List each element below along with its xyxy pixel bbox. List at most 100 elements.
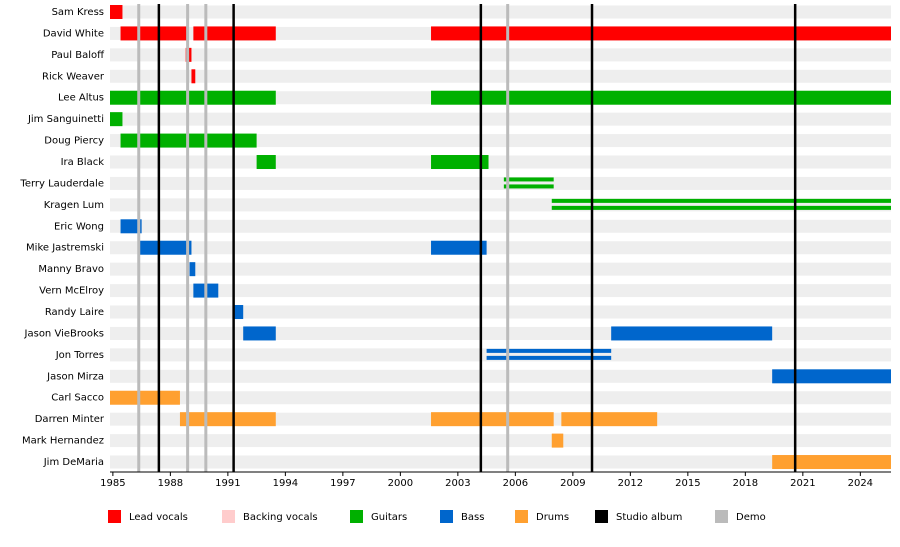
- period-line: [503, 184, 554, 189]
- period-bar: [110, 5, 123, 19]
- row-band: [110, 305, 891, 319]
- legend-swatch: [715, 510, 728, 523]
- x-tick-label: 1997: [330, 478, 355, 489]
- member-name: Jim DeMaria: [43, 457, 104, 468]
- period-line: [486, 355, 612, 360]
- member-name: Mike Jastremski: [26, 243, 104, 254]
- member-name: Mark Hernandez: [22, 436, 104, 447]
- period-line: [503, 177, 554, 182]
- member-name: Jon Torres: [55, 350, 104, 361]
- member-name: Jason VieBrooks: [24, 328, 104, 339]
- period-line: [551, 205, 891, 210]
- row-band: [110, 155, 891, 169]
- period-bar: [431, 90, 891, 105]
- member-name: Rick Weaver: [42, 71, 105, 82]
- x-tick-label: 1994: [273, 478, 298, 489]
- legend-swatch: [515, 510, 528, 523]
- member-name: Jim Sanguinetti: [27, 114, 104, 125]
- legend-swatch: [108, 510, 121, 523]
- member-name: Manny Bravo: [38, 264, 104, 275]
- row-band: [110, 112, 891, 126]
- row-band: [110, 455, 891, 469]
- x-tick-label: 2021: [790, 478, 815, 489]
- period-bar: [431, 412, 554, 427]
- member-name: Doug Piercy: [44, 136, 104, 147]
- period-bar: [120, 219, 142, 234]
- period-bar: [503, 177, 554, 189]
- member-name: Kragen Lum: [44, 200, 104, 211]
- x-tick-label: 2009: [560, 478, 585, 489]
- member-name: Vern McElroy: [39, 286, 104, 297]
- period-bar: [139, 240, 192, 255]
- x-tick-label: 1991: [215, 478, 240, 489]
- period-bar: [233, 305, 244, 320]
- period-bar: [110, 390, 180, 405]
- x-tick-label: 2015: [675, 478, 700, 489]
- period-bar: [431, 240, 487, 255]
- legend-label: Drums: [536, 512, 569, 523]
- legend-label: Backing vocals: [243, 512, 318, 523]
- row-band: [110, 262, 891, 276]
- member-name: Terry Lauderdale: [19, 178, 104, 189]
- legend-label: Studio album: [616, 512, 682, 523]
- member-name: Eric Wong: [54, 221, 104, 232]
- x-tick-label: 2000: [388, 478, 413, 489]
- legend-swatch: [440, 510, 453, 523]
- member-name: Randy Laire: [45, 307, 104, 318]
- x-tick-label: 1988: [158, 478, 183, 489]
- legend-label: Demo: [736, 512, 766, 523]
- row-band: [110, 326, 891, 340]
- period-bar: [243, 326, 276, 341]
- period-line: [486, 348, 612, 353]
- legend-swatch: [222, 510, 235, 523]
- period-line: [551, 198, 891, 203]
- row-band: [110, 434, 891, 448]
- row-band: [110, 134, 891, 148]
- x-tick-label: 2018: [733, 478, 758, 489]
- x-tick-label: 2024: [848, 478, 873, 489]
- period-bar: [179, 412, 276, 427]
- period-bar: [551, 198, 891, 210]
- member-name: Jason Mirza: [46, 371, 104, 382]
- period-bar: [120, 26, 188, 41]
- member-name: Darren Minter: [35, 414, 105, 425]
- row-band: [110, 391, 891, 405]
- period-bar: [772, 369, 891, 384]
- member-name: Sam Kress: [52, 7, 104, 18]
- period-bar: [551, 433, 564, 448]
- row-band: [110, 219, 891, 233]
- row-band: [110, 69, 891, 83]
- period-bar: [561, 412, 658, 427]
- legend-label: Bass: [461, 512, 484, 523]
- period-bar: [110, 90, 276, 105]
- row-band: [110, 369, 891, 383]
- member-name: Lee Altus: [58, 93, 104, 104]
- row-band: [110, 241, 891, 255]
- legend-swatch: [595, 510, 608, 523]
- member-name: Ira Black: [61, 157, 105, 168]
- legend-swatch: [350, 510, 363, 523]
- row-band: [110, 348, 891, 362]
- legend-label: Guitars: [371, 512, 407, 523]
- period-bar: [191, 69, 196, 84]
- row-band: [110, 5, 891, 19]
- period-bar: [110, 112, 123, 127]
- x-tick-label: 2006: [503, 478, 528, 489]
- period-bar: [431, 155, 489, 170]
- row-band: [110, 48, 891, 62]
- x-tick-label: 1985: [100, 478, 125, 489]
- x-tick-label: 2012: [618, 478, 643, 489]
- member-name: David White: [43, 28, 104, 39]
- period-bar: [431, 26, 891, 41]
- x-tick-label: 2003: [445, 478, 470, 489]
- legend-label: Lead vocals: [129, 512, 188, 523]
- period-bar: [611, 326, 773, 341]
- period-bar: [772, 455, 891, 470]
- member-name: Paul Baloff: [51, 50, 105, 61]
- row-band: [110, 284, 891, 298]
- period-bar: [189, 262, 196, 277]
- row-band: [110, 176, 891, 190]
- member-name: Carl Sacco: [51, 393, 104, 404]
- period-bar: [256, 155, 276, 170]
